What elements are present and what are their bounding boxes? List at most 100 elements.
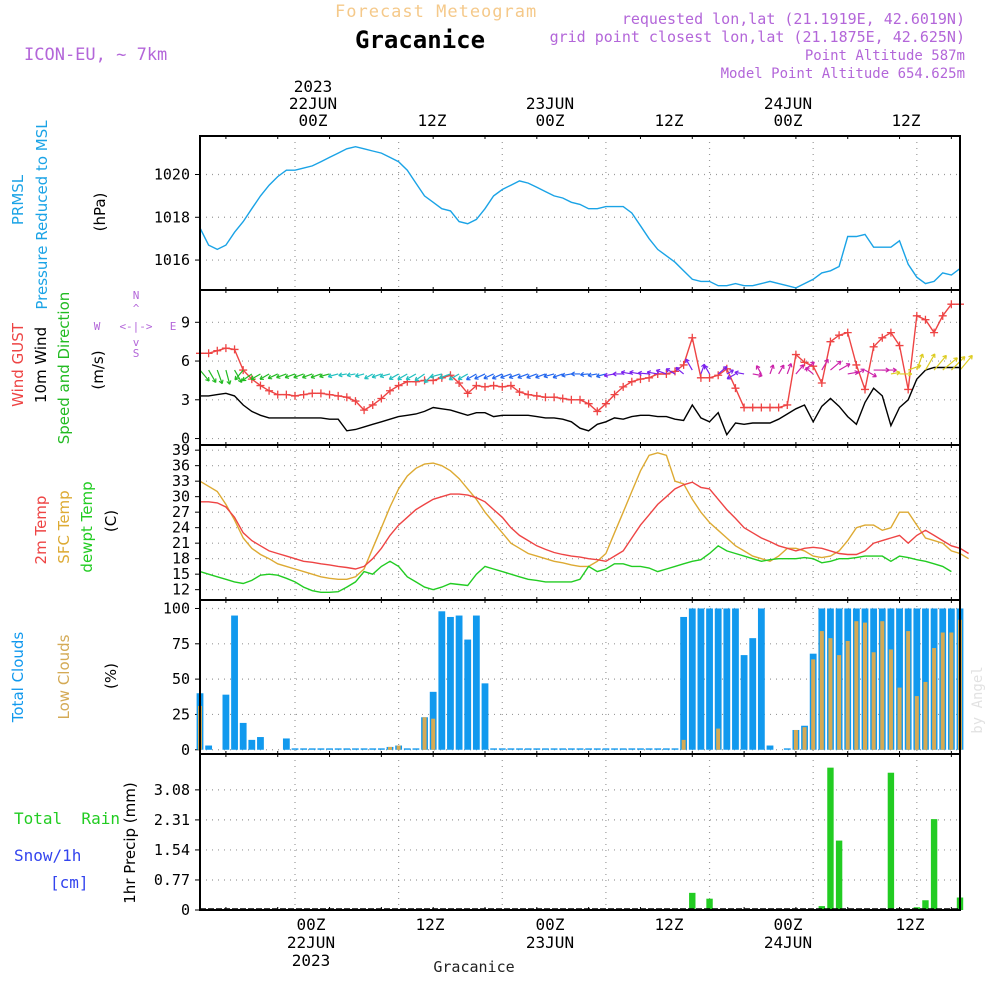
low-clouds-bar — [820, 631, 824, 750]
low-clouds-bar — [431, 719, 435, 750]
panel-border — [200, 136, 960, 290]
compass-e: E — [170, 320, 177, 333]
low-clouds-bar — [397, 746, 401, 750]
location-title: Gracanice — [355, 26, 485, 54]
total-clouds-bar — [438, 611, 445, 749]
snow-label: Snow/1h — [14, 846, 81, 865]
low-clouds-bar — [941, 632, 945, 749]
compass-glyph-down: v — [133, 336, 140, 349]
y-tick-label: 6 — [181, 352, 190, 370]
wind-gust-line — [200, 304, 960, 411]
wind-speed-direction-label: Speed and Direction — [55, 292, 73, 445]
wind-gust-marker — [913, 312, 921, 320]
wind-direction-arrow — [285, 374, 295, 378]
wind-direction-arrow — [580, 372, 588, 376]
wind-direction-arrow — [347, 373, 355, 377]
total-clouds-bar — [257, 737, 264, 750]
bottom-date-23jun: 23JUN — [526, 933, 574, 952]
total-clouds-bar — [352, 748, 359, 749]
y-tick-label: 50 — [172, 670, 190, 688]
wind-gust-marker — [645, 374, 653, 382]
wind-direction-arrow — [268, 374, 278, 379]
wind-gust-marker — [231, 345, 239, 353]
total-clouds-bar — [637, 748, 644, 749]
wind-direction-arrow — [770, 365, 774, 374]
low-clouds-bar — [863, 623, 867, 750]
total-clouds-bar — [516, 748, 523, 749]
y-tick-label: 2.31 — [154, 811, 190, 829]
sfc-temp-line — [200, 453, 969, 580]
wind-gust-marker — [498, 383, 506, 391]
wind-gust-label: Wind GUST — [9, 322, 27, 407]
model-altitude: Model Point Altitude 654.625m — [721, 66, 965, 82]
wind-gust-marker — [887, 329, 895, 337]
y-tick-label: 12 — [172, 581, 190, 599]
pressure-msl-label: Pressure Reduced to MSL — [33, 120, 51, 310]
total-clouds-bar — [663, 748, 670, 749]
total-clouds-bar — [456, 616, 463, 750]
low-clouds-bar — [854, 621, 858, 750]
wind-direction-arrow — [276, 374, 286, 378]
y-tick-label: 27 — [172, 503, 190, 521]
wind-direction-arrow — [260, 374, 269, 379]
meteogram-chart: Forecast Meteogram Gracanice ICON-EU, ~ … — [0, 0, 1000, 1000]
total-clouds-bar — [577, 748, 584, 749]
total-clouds-bar — [240, 723, 247, 750]
top-hour-label: 00Z — [536, 111, 565, 130]
wind-gust-marker — [706, 374, 714, 382]
total-clouds-bar — [628, 748, 635, 749]
total-clouds-bar — [680, 617, 687, 750]
low-clouds-bar — [923, 682, 927, 750]
wind-gust-marker — [550, 393, 558, 401]
wind-gust-marker — [274, 391, 282, 399]
total-clouds-bar — [741, 655, 748, 750]
y-tick-label: 24 — [172, 519, 190, 537]
y-tick-label: 0 — [181, 741, 190, 759]
wind-gust-marker — [533, 392, 541, 400]
total-clouds-bar — [654, 748, 661, 749]
compass-rose: N S W E <-|-> ^ v — [94, 289, 177, 360]
wind-gust-marker — [921, 316, 929, 324]
bottom-time-axis: 00Z 12Z 00Z 12Z 00Z 12Z 22JUN 23JUN 24JU… — [287, 915, 925, 976]
wind-10m-label: 10m Wind — [32, 327, 50, 403]
wind-direction-arrow — [320, 374, 330, 378]
total-clouds-bar — [585, 748, 592, 749]
wind-direction-arrow — [891, 371, 900, 375]
y-tick-label: 21 — [172, 534, 190, 552]
precip-panel: Total Rain Snow/1h [cm] 1hr Precip (mm) … — [14, 754, 963, 919]
wind-gust-marker — [334, 392, 342, 400]
wind-direction-arrow — [475, 374, 485, 379]
prmsl-label: PRMSL — [9, 174, 27, 225]
wind-direction-arrow — [217, 370, 223, 384]
total-clouds-bar — [248, 740, 255, 750]
total-clouds-bar — [499, 748, 506, 749]
wind-gust-marker — [896, 342, 904, 350]
total-clouds-bar — [603, 748, 610, 749]
low-clouds-bar — [803, 727, 807, 750]
total-clouds-bar — [723, 608, 730, 749]
wind-direction-arrow — [917, 354, 924, 370]
total-clouds-bar — [473, 616, 480, 750]
total-clouds-bar — [283, 738, 290, 749]
wind-gust-marker — [490, 382, 498, 390]
total-clouds-bar — [369, 748, 376, 749]
y-tick-label: 100 — [163, 599, 190, 617]
y-tick-label: 33 — [172, 472, 190, 490]
total-clouds-bar — [447, 617, 454, 750]
low-clouds-bar — [872, 652, 876, 749]
wind-direction-arrow — [647, 371, 658, 375]
watermark: by Angel — [970, 666, 986, 733]
total-clouds-bar — [611, 748, 618, 749]
total-clouds-bar — [205, 746, 212, 750]
total-clouds-bar — [482, 683, 489, 749]
wind-direction-arrow — [406, 374, 416, 380]
wind-gust-marker — [775, 404, 783, 412]
rain-bar — [931, 819, 937, 910]
low-clouds-bar — [898, 688, 902, 750]
wind-direction-arrow — [209, 370, 216, 382]
wind-gust-marker — [930, 329, 938, 337]
total-clouds-bar — [490, 748, 497, 749]
low-clouds-bar — [682, 740, 686, 750]
low-clouds-bar — [889, 649, 893, 749]
wind-gust-marker — [766, 404, 774, 412]
